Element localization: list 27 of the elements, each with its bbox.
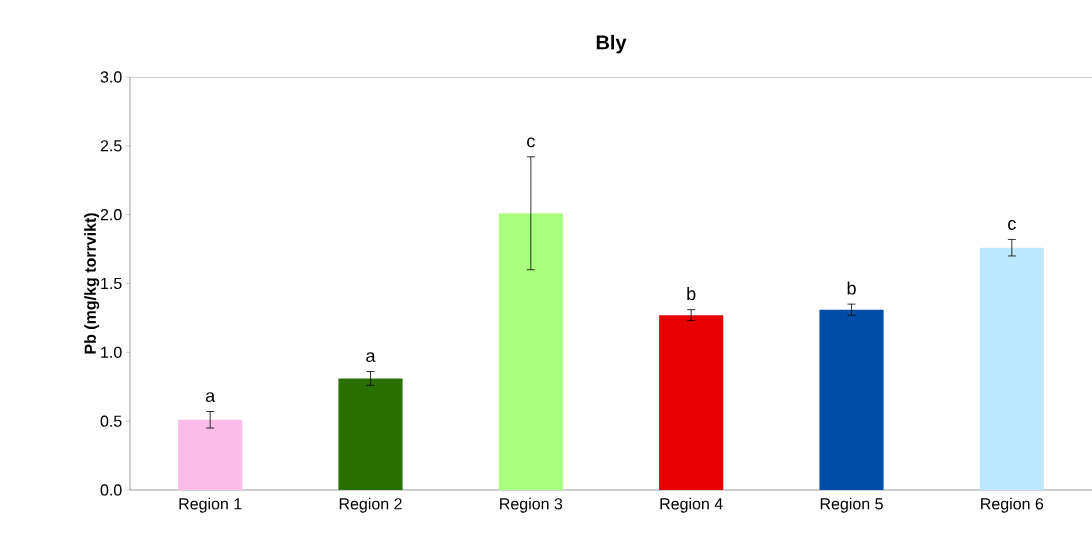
annotation: c — [527, 137, 535, 148]
y-tick-label: 0.0 — [100, 484, 122, 496]
x-tick-label: Region 5 — [820, 497, 883, 513]
x-tick-label: Region 4 — [660, 497, 723, 513]
y-tick-label: 0.5 — [100, 415, 122, 427]
bar — [178, 419, 243, 490]
x-tick-label: Region 1 — [179, 497, 242, 513]
annotation: b — [687, 286, 696, 301]
bar — [498, 213, 563, 490]
bar — [819, 309, 884, 490]
bar — [338, 378, 403, 490]
x-tick-label: Region 3 — [500, 497, 563, 513]
bar — [979, 247, 1044, 490]
annotation: b — [847, 281, 856, 295]
y-tick-label: 2.0 — [100, 208, 122, 221]
y-tick-label: 1.5 — [101, 277, 122, 290]
y-tick-label: 1.0 — [101, 346, 122, 358]
y-tick-label: 3.0 — [100, 71, 122, 83]
x-tick-label: Region 6 — [981, 497, 1044, 513]
y-tick-label: 2.5 — [100, 140, 122, 152]
chart-title: Bly — [596, 34, 627, 54]
y-axis-title: Pb (mg/kg torrvikt) — [84, 213, 100, 354]
annotation: a — [205, 392, 216, 402]
x-tick-label: Region 2 — [339, 497, 402, 513]
annotation: c — [1008, 220, 1016, 230]
bar — [659, 315, 724, 490]
annotation: a — [366, 352, 376, 363]
